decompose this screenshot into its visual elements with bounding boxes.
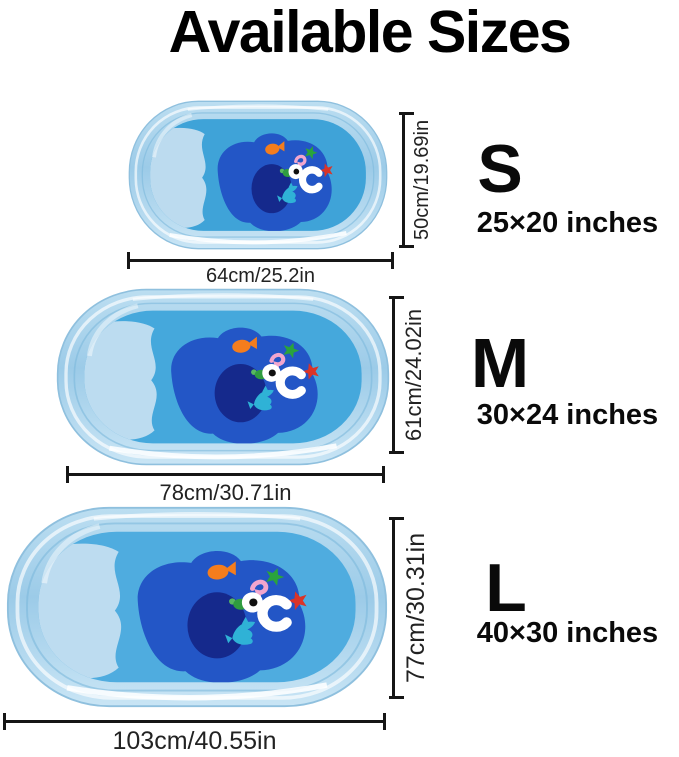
water-mat-illustration-l bbox=[6, 506, 388, 708]
size-inches-l: 40×30 inches bbox=[476, 617, 659, 649]
size-letter-l: L bbox=[485, 550, 527, 626]
water-mat-illustration-s bbox=[128, 100, 388, 250]
water-mat-illustration-m bbox=[56, 288, 390, 466]
height-dimension-line-l bbox=[389, 517, 404, 699]
height-dimension-label-s: 50cm/19.69in bbox=[411, 119, 433, 241]
width-dimension-line-m bbox=[66, 466, 385, 483]
width-dimension-label-s: 64cm/25.2in bbox=[206, 265, 315, 287]
size-letter-m: M bbox=[470, 324, 530, 402]
width-dimension-label-l: 103cm/40.55in bbox=[112, 727, 277, 755]
size-inches-s: 25×20 inches bbox=[476, 207, 659, 239]
size-letter-s: S bbox=[477, 131, 523, 207]
height-dimension-line-s bbox=[399, 112, 414, 248]
height-dimension-label-m: 61cm/24.02in bbox=[401, 308, 426, 442]
width-dimension-label-m: 78cm/30.71in bbox=[159, 480, 292, 505]
page-title: Available Sizes bbox=[168, 0, 572, 65]
height-dimension-line-m bbox=[389, 296, 404, 454]
width-dimension-line-s bbox=[127, 252, 394, 269]
size-inches-m: 30×24 inches bbox=[476, 399, 659, 431]
height-dimension-label-l: 77cm/30.31in bbox=[402, 532, 430, 684]
width-dimension-line-l bbox=[3, 713, 386, 730]
